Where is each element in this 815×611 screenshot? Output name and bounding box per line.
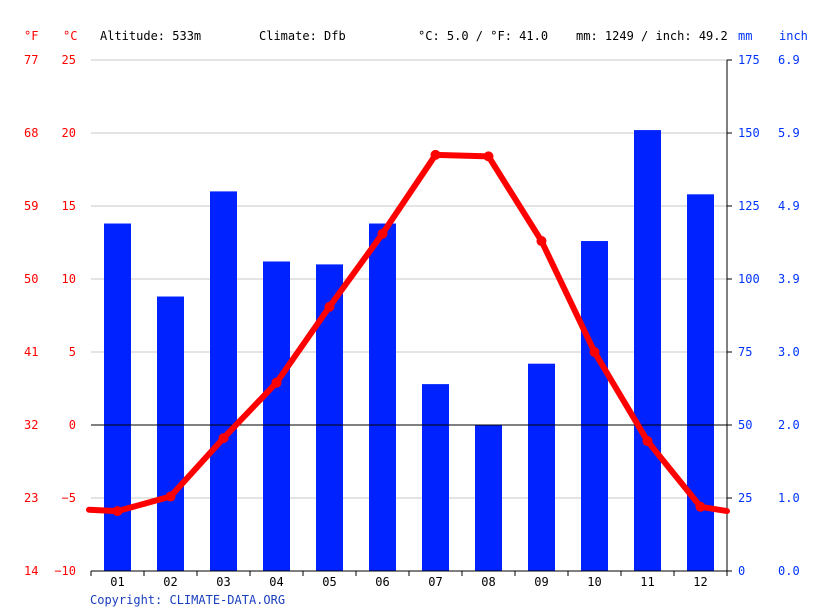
altitude-label: Altitude: 533m — [100, 29, 201, 43]
month-tick-label: 11 — [640, 575, 654, 589]
celsius-tick-label: 0 — [69, 418, 76, 432]
precipitation-bar — [581, 241, 608, 572]
fahrenheit-tick-label: 77 — [24, 53, 38, 67]
mm-unit-label: mm — [738, 29, 752, 43]
month-tick-label: 09 — [534, 575, 548, 589]
month-tick-label: 01 — [110, 575, 124, 589]
temperature-point — [483, 151, 494, 162]
inch-tick-label: 4.9 — [778, 199, 800, 213]
month-tick-label: 07 — [428, 575, 442, 589]
inch-tick-label: 1.0 — [778, 491, 800, 505]
temperature-series-line — [86, 151, 730, 515]
mm-tick-label: 75 — [738, 345, 752, 359]
temperature-point — [324, 301, 335, 312]
inch-tick-label: 3.0 — [778, 345, 800, 359]
fahrenheit-tick-label: 23 — [24, 491, 38, 505]
inch-tick-label: 3.9 — [778, 272, 800, 286]
temperature-point — [536, 236, 547, 247]
mm-tick-label: 50 — [738, 418, 752, 432]
fahrenheit-tick-label: 32 — [24, 418, 38, 432]
month-tick-label: 10 — [587, 575, 601, 589]
copyright-text: Copyright: CLIMATE-DATA.ORG — [90, 593, 285, 607]
inch-tick-label: 0.0 — [778, 564, 800, 578]
celsius-tick-label: 10 — [62, 272, 76, 286]
celsius-tick-label: 20 — [62, 126, 76, 140]
temperature-point — [430, 149, 441, 160]
month-tick-label: 03 — [216, 575, 230, 589]
inch-unit-label: inch — [779, 29, 808, 43]
precipitation-bar — [634, 130, 661, 571]
celsius-tick-label: 25 — [62, 53, 76, 67]
precipitation-bar — [263, 261, 290, 571]
celsius-unit-label: °C — [63, 29, 77, 43]
celsius-tick-label: −5 — [62, 491, 76, 505]
fahrenheit-tick-label: 41 — [24, 345, 38, 359]
precipitation-bar — [422, 384, 449, 571]
temperature-point — [271, 377, 282, 388]
month-tick-label: 02 — [163, 575, 177, 589]
mm-tick-label: 100 — [738, 272, 760, 286]
mm-tick-label: 125 — [738, 199, 760, 213]
mm-tick-label: 150 — [738, 126, 760, 140]
total-precipitation-label: mm: 1249 / inch: 49.2 — [576, 29, 728, 43]
precipitation-bars — [104, 130, 714, 572]
fahrenheit-unit-label: °F — [24, 29, 38, 43]
precipitation-bar — [475, 425, 502, 571]
temperature-point — [642, 436, 653, 447]
temperature-point — [377, 228, 388, 239]
temperature-point — [589, 347, 600, 357]
precipitation-bar — [104, 223, 131, 571]
month-tick-label: 05 — [322, 575, 336, 589]
temperature-point — [165, 491, 176, 502]
fahrenheit-tick-label: 59 — [24, 199, 38, 213]
month-tick-label: 06 — [375, 575, 389, 589]
tick-labels: 77 25 175 6.968 20 150 5.959 15 125 4.950 10 100 3.9… — [24, 53, 800, 589]
precipitation-bar — [369, 223, 396, 571]
inch-tick-label: 2.0 — [778, 418, 800, 432]
celsius-tick-label: −10 — [54, 564, 76, 578]
mm-tick-label: 175 — [738, 53, 760, 67]
temperature-point — [112, 506, 123, 517]
inch-tick-label: 5.9 — [778, 126, 800, 140]
month-tick-label: 12 — [693, 575, 707, 589]
month-tick-label: 04 — [269, 575, 283, 589]
fahrenheit-tick-label: 50 — [24, 272, 38, 286]
mm-tick-label: 25 — [738, 491, 752, 505]
precipitation-bar — [687, 194, 714, 571]
precipitation-bar — [157, 296, 184, 571]
precipitation-bar — [528, 363, 555, 571]
climate-label: Climate: Dfb — [259, 29, 346, 43]
month-tick-label: 08 — [481, 575, 495, 589]
temperature-point — [695, 501, 706, 512]
temperature-point — [218, 433, 229, 444]
inch-tick-label: 6.9 — [778, 53, 800, 67]
fahrenheit-tick-label: 14 — [24, 564, 38, 578]
celsius-tick-label: 5 — [69, 345, 76, 359]
temperature-line — [86, 149, 730, 517]
gridlines — [91, 59, 727, 572]
average-temperature-label: °C: 5.0 / °F: 41.0 — [418, 29, 548, 43]
mm-tick-label: 0 — [738, 564, 745, 578]
axes — [90, 59, 732, 576]
celsius-tick-label: 15 — [62, 199, 76, 213]
fahrenheit-tick-label: 68 — [24, 126, 38, 140]
precipitation-bar — [210, 191, 237, 571]
